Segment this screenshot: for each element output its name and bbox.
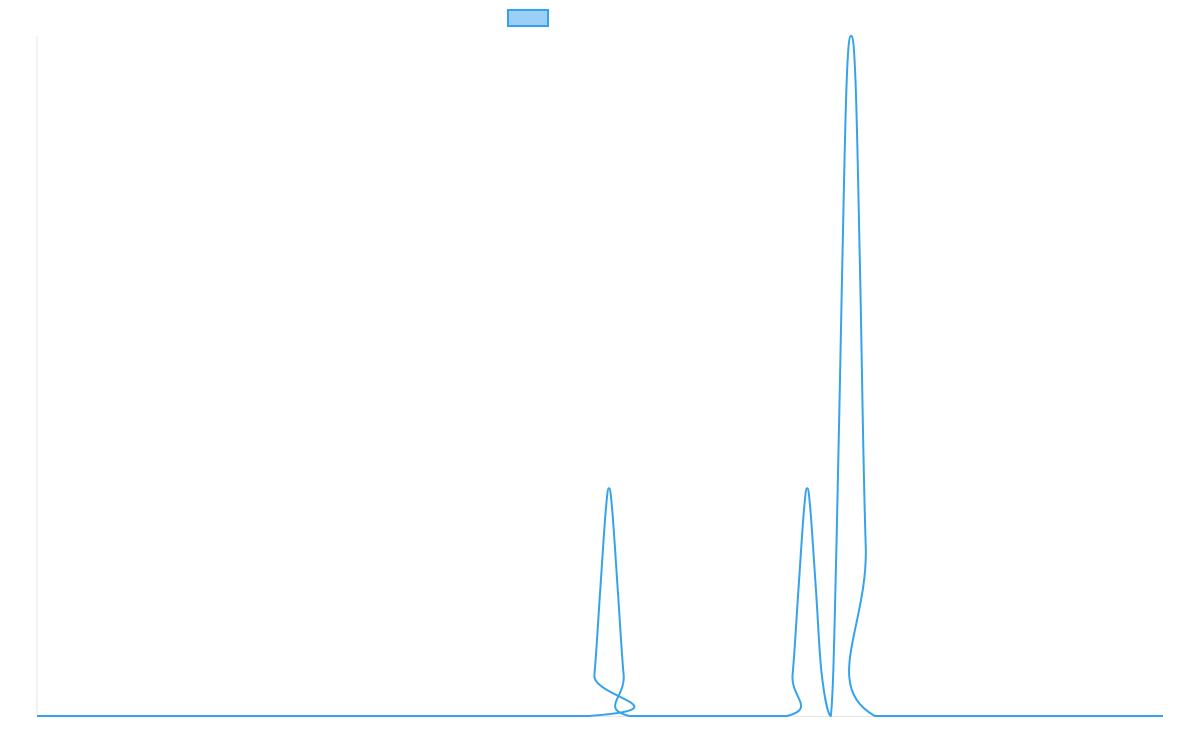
series-layer xyxy=(37,35,1163,718)
legend[interactable] xyxy=(507,9,549,27)
axes xyxy=(36,36,1163,717)
legend-swatch[interactable] xyxy=(507,9,549,27)
series-line-0 xyxy=(37,35,1163,718)
